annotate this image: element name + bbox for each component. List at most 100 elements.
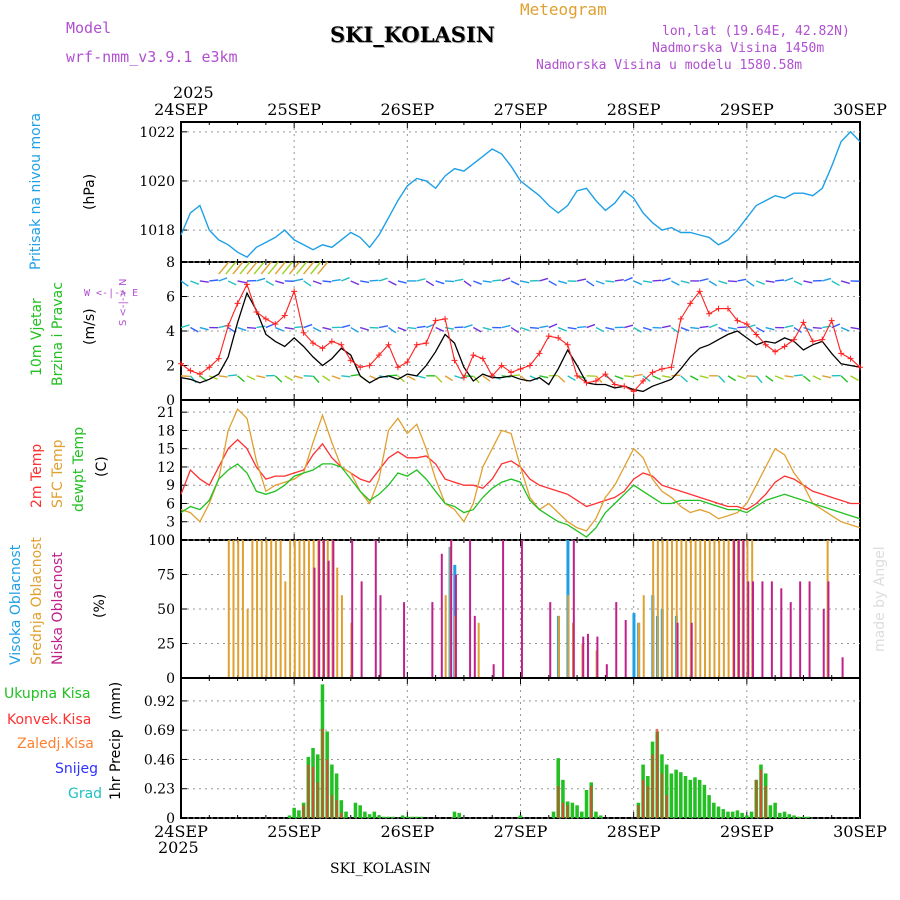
wind-direction-arrow [295,261,308,275]
wind-gust-marker [338,341,345,348]
precip-legend-total: Ukupna Kisa [4,686,91,702]
precip-bar-total [730,811,735,818]
wind-direction-arrow [293,375,304,380]
clouds-ytick-label: 25 [157,637,175,653]
wind-direction-arrow [774,375,784,380]
wind-gust-marker [423,340,430,347]
temperature-frame [180,399,861,541]
precip-bar-total [594,811,598,818]
wind-gust-marker [451,357,458,364]
wind-direction-arrow [303,323,313,329]
precip-bar-total [570,802,575,818]
wind-direction-arrow [727,326,737,330]
precip-bar-total [792,815,796,818]
wind-gust-marker [357,364,364,371]
wind-direction-arrow [784,375,794,378]
wind-direction-arrow [822,375,832,379]
wind-direction-arrow [331,375,341,380]
cloud-bar-low [351,540,354,678]
wind-direction-arrow [765,280,775,283]
cloud-bar-mid [284,581,287,678]
precip-bar-total [334,773,339,818]
wind-direction-arrow [350,326,359,333]
precip-bar-total [693,777,697,818]
temp-dewpt-line [180,463,861,538]
wind-direction-arrow [294,278,304,282]
cloud-bar-low [332,540,335,678]
wind-direction-arrow [274,261,286,275]
precip-bar-conv [340,812,343,818]
precip-bar-total [561,779,565,818]
wind-gust-marker [696,288,703,295]
wind-gust-marker [178,360,184,367]
cloud-bar-low [605,664,608,678]
cloud-bar-mid [671,540,674,678]
wind-direction-arrow [765,326,775,331]
wind-direction-arrow [378,325,389,329]
clouds-ytick-label: 100 [148,533,175,549]
temperature-ytick-label: 15 [157,442,175,458]
wind-direction-arrow [746,375,756,378]
wind-direction-arrow [416,278,426,282]
cloud-bar-mid [675,540,678,678]
cloud-bar-low [808,581,811,678]
wind-direction-arrow [586,323,596,329]
wind-direction-arrow [520,326,530,332]
wind-gust-marker [234,300,241,307]
wind-direction-arrow [288,261,300,275]
wind-direction-arrow [642,280,653,284]
wind-direction-arrow [284,375,293,381]
wind-direction-arrow [265,280,275,287]
cloud-bar-low [403,602,406,678]
precip-bar-total [297,810,301,818]
precip-bar-total [740,812,744,818]
wind-direction-arrow [539,375,549,379]
cloud-bar-low [469,540,472,678]
cloud-bar-mid [246,609,249,678]
x-bottom-label: 29SEP [720,822,774,841]
wind-direction-arrow [822,277,832,282]
cloud-bar-mid [265,540,268,678]
cloud-label-low: Niska Oblacnost [50,552,66,665]
wind-direction-arrow [482,375,491,382]
wind-direction-arrow [765,375,774,382]
wind-direction-arrow [303,261,315,275]
wind-direction-arrow [246,375,256,381]
wind-direction-arrow [567,326,577,330]
wind-unit: (m/s) [82,308,98,345]
cloud-bar-mid [666,540,669,678]
model-name: wrf-nmm_v3.9.1 e3km [66,48,238,66]
cloud-bar-mid [713,540,716,678]
wind-direction-arrow [237,326,247,332]
wind-gust-marker [611,381,618,388]
wind-direction-arrow [699,325,709,329]
wind-direction-arrow [577,326,587,329]
wind-gust-marker [847,355,854,362]
wind-direction-arrow [228,374,238,377]
wind-direction-arrow [322,375,331,382]
wind-direction-arrow [199,326,209,331]
precip-bar-total [721,809,726,818]
wind-direction-arrow [633,326,642,333]
x-top-label: 30SEP [833,100,887,119]
wind-gust-marker [800,319,807,326]
cloud-bar-mid [727,540,730,678]
wind-direction-arrow [225,261,237,275]
wind-direction-arrow [737,326,747,329]
wind-gust-marker [281,312,288,319]
precip-bar-total [405,816,410,818]
x-top-label: 28SEP [607,100,661,119]
pressure-ytick-label: 1022 [139,125,175,141]
clouds-ytick-label: 75 [157,568,175,584]
wind-direction-arrow [699,375,709,379]
wind-ytick-label: 2 [166,359,175,375]
wind-direction-arrow [312,375,320,384]
cloud-bar-mid [237,540,240,678]
precip-bar-total [598,815,603,818]
wind-gust-marker [479,355,486,362]
precip-bar-conv [321,728,324,818]
wind-title-line1: 10m Vjetar [29,298,45,376]
cloud-bar-low [770,581,773,678]
wind-direction-arrow [473,326,482,333]
wind-direction-arrow [260,261,272,275]
